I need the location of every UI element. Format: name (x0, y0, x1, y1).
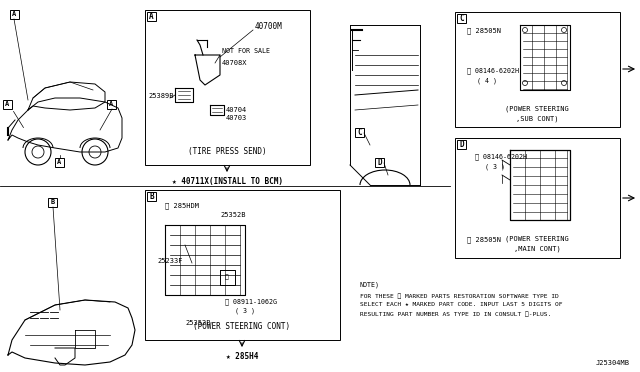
Bar (55, 158, 64, 167)
Bar (457, 140, 466, 149)
Text: (POWER STEERING CONT): (POWER STEERING CONT) (193, 322, 291, 331)
Text: B: B (149, 192, 154, 201)
Text: 25352B: 25352B (185, 320, 211, 326)
Text: ( 3 ): ( 3 ) (235, 308, 255, 314)
Text: (POWER STEERING: (POWER STEERING (505, 105, 569, 112)
Text: 25352B: 25352B (220, 212, 246, 218)
Bar (455, 138, 620, 258)
Bar (48, 198, 57, 207)
Text: ,MAIN CONT): ,MAIN CONT) (514, 246, 561, 253)
Text: ,SUB CONT): ,SUB CONT) (516, 115, 558, 122)
Text: ★ 40711X(INSTALL TO BCM): ★ 40711X(INSTALL TO BCM) (172, 177, 282, 186)
Bar (457, 14, 466, 23)
Text: ( 4 ): ( 4 ) (477, 77, 497, 83)
Text: A: A (5, 102, 10, 108)
Bar (147, 192, 156, 201)
Text: C: C (357, 128, 362, 137)
Text: (POWER STEERING: (POWER STEERING (505, 236, 569, 243)
Text: 25389B: 25389B (148, 93, 173, 99)
Text: 40700M: 40700M (255, 22, 283, 31)
Text: D: D (459, 140, 464, 149)
Bar (455, 12, 620, 127)
Text: A: A (12, 12, 17, 17)
Text: (TIRE PRESS SEND): (TIRE PRESS SEND) (188, 147, 266, 156)
Bar (375, 158, 384, 167)
Text: SELECT EACH ★ MARKED PART CODE. INPUT LAST 5 DIGITS OF: SELECT EACH ★ MARKED PART CODE. INPUT LA… (360, 302, 563, 307)
Bar (145, 190, 340, 340)
Text: D: D (377, 158, 382, 167)
Text: Ⓝ: Ⓝ (225, 274, 229, 280)
Text: 40704: 40704 (226, 107, 247, 113)
Text: A: A (109, 102, 114, 108)
Text: ( 3 ): ( 3 ) (485, 163, 505, 170)
Text: ※ 28505N: ※ 28505N (467, 27, 501, 33)
Text: 40708X: 40708X (222, 60, 248, 66)
Text: NOT FOR SALE: NOT FOR SALE (222, 48, 270, 54)
Text: ① 08911-1062G: ① 08911-1062G (225, 298, 277, 305)
Bar (355, 128, 364, 137)
Text: C: C (459, 14, 464, 23)
Text: A: A (149, 12, 154, 21)
Text: ③ 08146-6202H: ③ 08146-6202H (467, 67, 519, 74)
Text: ※ 28505N: ※ 28505N (467, 236, 501, 243)
Bar (107, 100, 116, 109)
Text: 40703: 40703 (226, 115, 247, 121)
Text: FOR THESE ※ MARKED PARTS RESTORATION SOFTWARE TYPE ID: FOR THESE ※ MARKED PARTS RESTORATION SOF… (360, 293, 559, 299)
Bar (10, 10, 19, 19)
Text: ★ 285H4: ★ 285H4 (226, 352, 258, 361)
Text: 25233F: 25233F (157, 258, 182, 264)
Text: J25304MB: J25304MB (596, 360, 630, 366)
Text: ※ 285HDM: ※ 285HDM (165, 202, 199, 209)
Text: A: A (58, 160, 61, 166)
Bar (147, 12, 156, 21)
Text: B: B (51, 199, 54, 205)
Text: ③ 08146-6202H: ③ 08146-6202H (475, 153, 527, 160)
Text: RESULTING PART NUMBER AS TYPE ID IN CONSULT Ⅲ-PLUS.: RESULTING PART NUMBER AS TYPE ID IN CONS… (360, 311, 551, 317)
Text: NOTE): NOTE) (360, 282, 380, 289)
Bar (145, 10, 310, 165)
Bar (3, 100, 12, 109)
